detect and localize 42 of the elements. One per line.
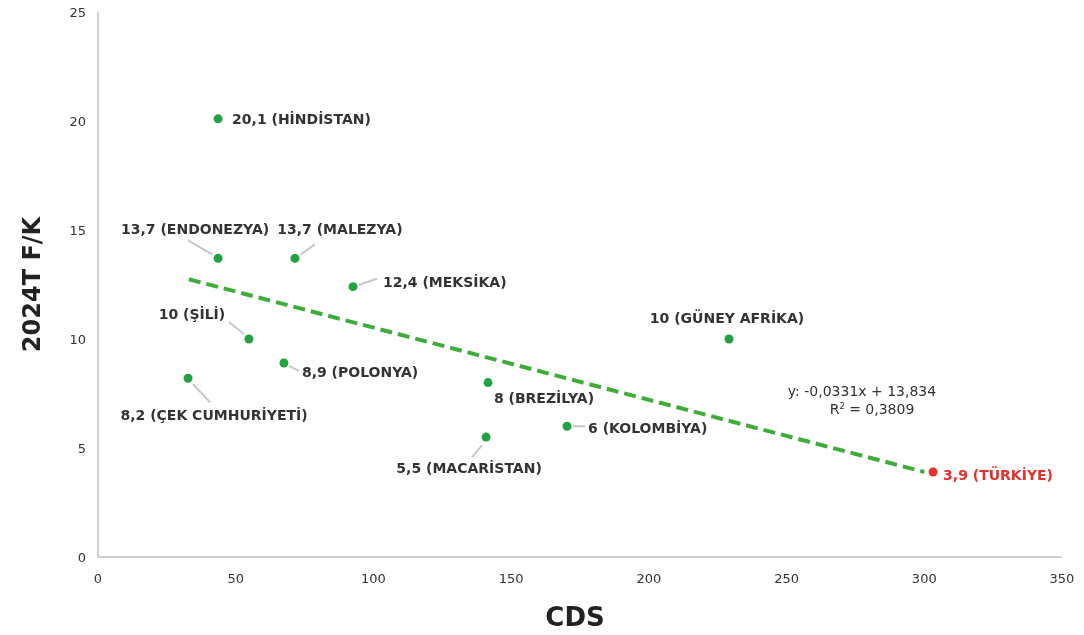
data-label: 6 (KOLOMBİYA) — [588, 420, 708, 437]
data-label: 3,9 (TÜRKİYE) — [943, 465, 1054, 483]
point — [928, 467, 938, 477]
data-label: 12,4 (MEKSİKA) — [383, 273, 507, 290]
point — [724, 334, 734, 344]
y-tick-label: 25 — [69, 5, 86, 20]
y-tick-label: 0 — [77, 550, 86, 565]
y-tick-label: 10 — [69, 332, 86, 347]
point — [562, 421, 572, 431]
x-tick-label: 250 — [774, 571, 799, 586]
point — [213, 253, 223, 263]
x-tick-label: 350 — [1049, 571, 1075, 586]
x-tick-label: 300 — [911, 571, 937, 586]
data-label: 10 (GÜNEY AFRİKA) — [649, 309, 805, 326]
point — [481, 432, 491, 442]
x-tick-label: 200 — [636, 571, 662, 586]
data-label: 8 (BREZİLYA) — [493, 389, 595, 406]
x-axis-title: CDS — [545, 602, 605, 632]
y-axis-title: 2024T F/K — [18, 215, 46, 353]
point — [290, 253, 300, 263]
data-label: 13,7 (MALEZYA) — [277, 221, 403, 238]
y-tick-label: 5 — [77, 441, 86, 456]
x-tick-label: 150 — [498, 571, 524, 586]
point — [183, 373, 193, 383]
data-label: 8,9 (POLONYA) — [301, 363, 419, 380]
x-tick-label: 50 — [227, 571, 244, 586]
data-label: 10 (ŞİLİ) — [158, 306, 226, 322]
data-label: 5,5 (MACARİSTAN) — [396, 460, 542, 477]
data-label: 13,7 (ENDONEZYA) — [121, 221, 270, 238]
annotation: R$^{2}$ = 0,3809 — [829, 401, 915, 417]
x-tick-label: 0 — [93, 571, 103, 586]
y-tick-label: 15 — [69, 223, 86, 238]
data-label: 20,1 (HİNDİSTAN) — [232, 110, 371, 127]
x-tick-label: 100 — [361, 571, 386, 586]
annotation: y: -0,0331x + 13,834 — [787, 383, 937, 399]
point — [483, 378, 493, 388]
point — [213, 114, 223, 124]
point — [244, 334, 254, 344]
point — [279, 358, 289, 368]
point — [348, 282, 358, 292]
y-tick-label: 20 — [69, 114, 86, 129]
data-label: 8,2 (ÇEK CUMHURİYETİ) — [120, 407, 308, 424]
